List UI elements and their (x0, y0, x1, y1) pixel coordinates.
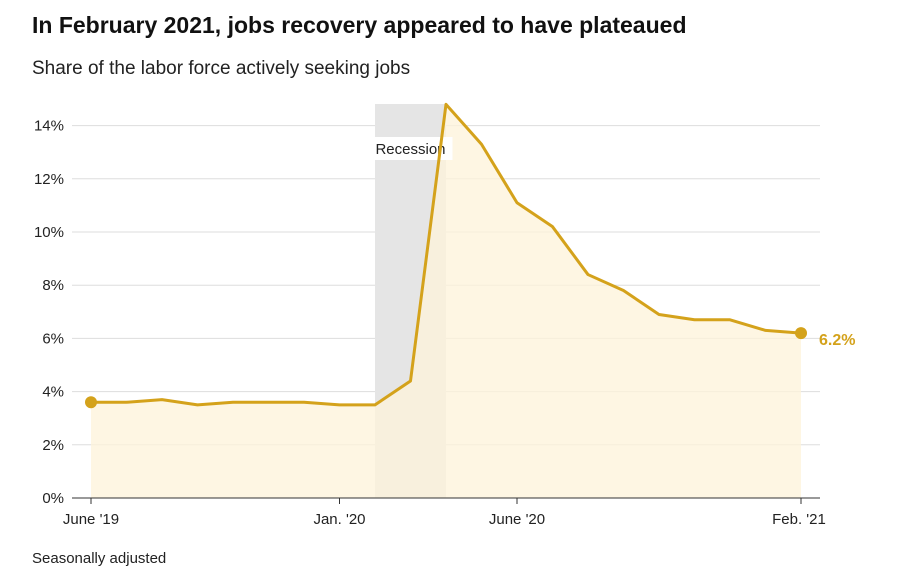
end-point (795, 327, 807, 340)
recession-label: Recession (375, 141, 445, 158)
y-tick-label: 6% (42, 330, 64, 347)
y-tick-label: 2% (42, 437, 64, 454)
chart-title: In February 2021, jobs recovery appeared… (32, 12, 687, 38)
y-tick-label: 14% (34, 118, 64, 135)
end-value-label: 6.2% (819, 332, 855, 349)
x-tick-label: June '19 (63, 511, 119, 528)
x-tick-label: June '20 (489, 511, 545, 528)
y-tick-label: 10% (34, 224, 64, 241)
series-line (89, 102, 803, 407)
y-tick-label: 12% (34, 171, 64, 188)
footnote: Seasonally adjusted (32, 550, 167, 567)
series-area (91, 104, 801, 498)
start-point (85, 396, 97, 409)
chart-subtitle: Share of the labor force actively seekin… (32, 58, 411, 79)
recession-label-bg (368, 137, 453, 160)
y-tick-label: 4% (42, 384, 64, 401)
x-tick-label: Feb. '21 (772, 511, 826, 528)
x-tick-label: Jan. '20 (313, 511, 365, 528)
y-tick-label: 0% (42, 490, 64, 507)
y-tick-label: 8% (42, 277, 64, 294)
